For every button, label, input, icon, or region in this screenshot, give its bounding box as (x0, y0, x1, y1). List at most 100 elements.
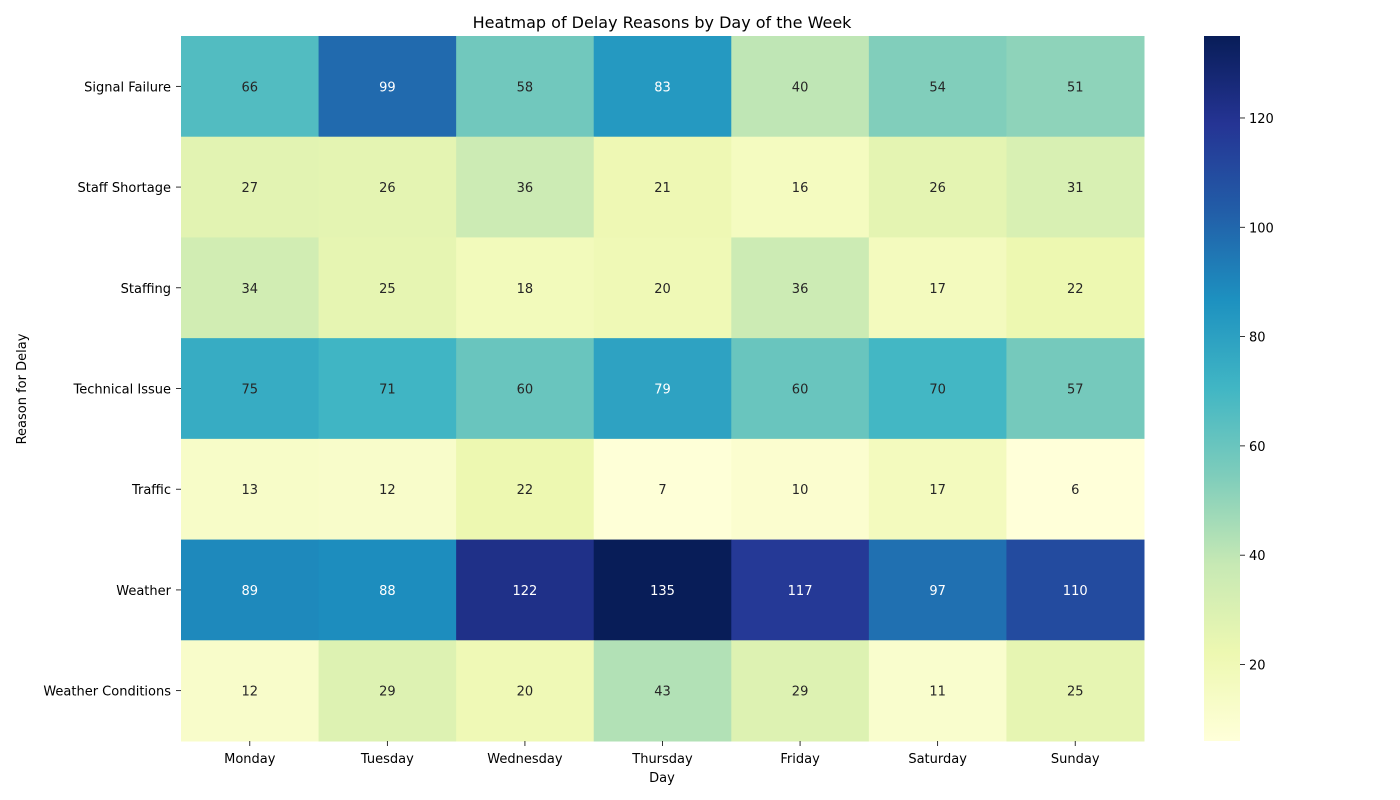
cell-value-label: 60 (517, 383, 534, 398)
y-tick-label: Technical Issue (73, 383, 171, 398)
heatmap-cell (318, 36, 457, 138)
colorbar-tick-label: 60 (1249, 440, 1266, 455)
heatmap-cell (456, 36, 595, 138)
heatmap-cell (593, 237, 732, 339)
cell-value-label: 79 (654, 383, 671, 398)
cell-value-label: 36 (517, 181, 534, 196)
heatmap-cell (868, 438, 1007, 541)
heatmap-cell (456, 640, 595, 742)
heatmap-cell (181, 136, 320, 238)
heatmap-cells: 66 99 58 83 40 54 51 27 26 36 21 16 26 31 34 25 18 20 36 17… (181, 36, 1145, 742)
x-axis-ticks: Monday Tuesday Wednesday Thursday Friday Satu… (224, 741, 1100, 767)
cell-value-label: 25 (379, 282, 396, 297)
cell-value-label: 22 (517, 483, 534, 498)
heatmap-cell (731, 438, 870, 541)
x-tick-label: Sunday (1051, 752, 1100, 767)
heatmap-cell (593, 136, 732, 238)
cell-value-label: 11 (929, 685, 946, 700)
cell-value-label: 36 (792, 282, 809, 297)
heatmap-cell (181, 438, 320, 541)
cell-value-label: 66 (242, 80, 259, 95)
heatmap-cell (1006, 539, 1145, 641)
cell-value-label: 25 (1067, 685, 1084, 700)
heatmap-cell (456, 539, 595, 641)
colorbar-tick-label: 40 (1249, 549, 1266, 564)
y-axis-label: Reason for Delay (15, 333, 30, 444)
x-tick-label: Saturday (908, 752, 967, 767)
heatmap-cell (731, 36, 870, 138)
heatmap-cell (731, 640, 870, 742)
cell-value-label: 31 (1067, 181, 1084, 196)
heatmap-cell (181, 338, 320, 440)
colorbar-ticks: 20 40 60 80 100 120 (1240, 112, 1274, 673)
cell-value-label: 75 (242, 383, 259, 398)
x-tick-label: Tuesday (360, 752, 414, 767)
cell-value-label: 10 (792, 483, 809, 498)
cell-value-label: 17 (929, 282, 946, 297)
heatmap-cell (456, 338, 595, 440)
cell-value-label: 70 (929, 383, 946, 398)
cell-value-label: 27 (242, 181, 259, 196)
y-axis-ticks: Signal Failure Staff Shortage Staffing Tech… (43, 80, 181, 700)
cell-value-label: 22 (1067, 282, 1084, 297)
cell-value-label: 88 (379, 584, 396, 599)
heatmap-cell (181, 237, 320, 339)
cell-value-label: 12 (242, 685, 259, 700)
heatmap-cell (1006, 438, 1145, 541)
x-tick-label: Thursday (631, 752, 693, 767)
cell-value-label: 97 (929, 584, 946, 599)
heatmap-cell (318, 136, 457, 238)
cell-value-label: 34 (242, 282, 259, 297)
colorbar-tick-label: 80 (1249, 331, 1266, 346)
heatmap-cell (868, 539, 1007, 641)
cell-value-label: 54 (929, 80, 946, 95)
cell-value-label: 83 (654, 80, 671, 95)
y-tick-label: Weather (116, 584, 171, 599)
heatmap-cell (1006, 640, 1145, 742)
heatmap-cell (181, 640, 320, 742)
cell-value-label: 6 (1071, 483, 1079, 498)
cell-value-label: 12 (379, 483, 396, 498)
y-tick-label: Traffic (131, 483, 171, 498)
heatmap-cell (1006, 338, 1145, 440)
colorbar-tick-label: 100 (1249, 221, 1274, 236)
heatmap-cell (868, 640, 1007, 742)
chart-title: Heatmap of Delay Reasons by Day of the W… (473, 13, 853, 32)
heatmap-cell (731, 237, 870, 339)
heatmap-cell (456, 438, 595, 541)
heatmap-cell (318, 539, 457, 641)
heatmap-cell (1006, 36, 1145, 138)
x-axis-label: Day (649, 771, 675, 786)
cell-value-label: 135 (650, 584, 675, 599)
y-tick-label: Signal Failure (84, 80, 171, 95)
heatmap-cell (318, 438, 457, 541)
heatmap-cell (868, 237, 1007, 339)
cell-value-label: 13 (242, 483, 259, 498)
cell-value-label: 60 (792, 383, 809, 398)
heatmap-cell (181, 539, 320, 641)
cell-value-label: 7 (658, 483, 666, 498)
cell-value-label: 57 (1067, 383, 1084, 398)
cell-value-label: 89 (242, 584, 259, 599)
cell-value-label: 20 (654, 282, 671, 297)
heatmap-cell (593, 438, 732, 541)
heatmap-cell (181, 36, 320, 138)
heatmap-cell (1006, 136, 1145, 238)
cell-value-label: 99 (379, 80, 396, 95)
cell-value-label: 16 (792, 181, 809, 196)
cell-value-label: 110 (1063, 584, 1088, 599)
heatmap-cell (318, 338, 457, 440)
heatmap-cell (593, 640, 732, 742)
heatmap-cell (868, 36, 1007, 138)
cell-value-label: 18 (517, 282, 534, 297)
colorbar-tick-label: 20 (1249, 658, 1266, 673)
y-tick-label: Weather Conditions (43, 685, 171, 700)
cell-value-label: 71 (379, 383, 396, 398)
heatmap-cell (731, 539, 870, 641)
cell-value-label: 21 (654, 181, 671, 196)
heatmap-cell (318, 237, 457, 339)
heatmap-cell (868, 338, 1007, 440)
colorbar-tick-label: 120 (1249, 112, 1274, 127)
heatmap-cell (593, 539, 732, 641)
